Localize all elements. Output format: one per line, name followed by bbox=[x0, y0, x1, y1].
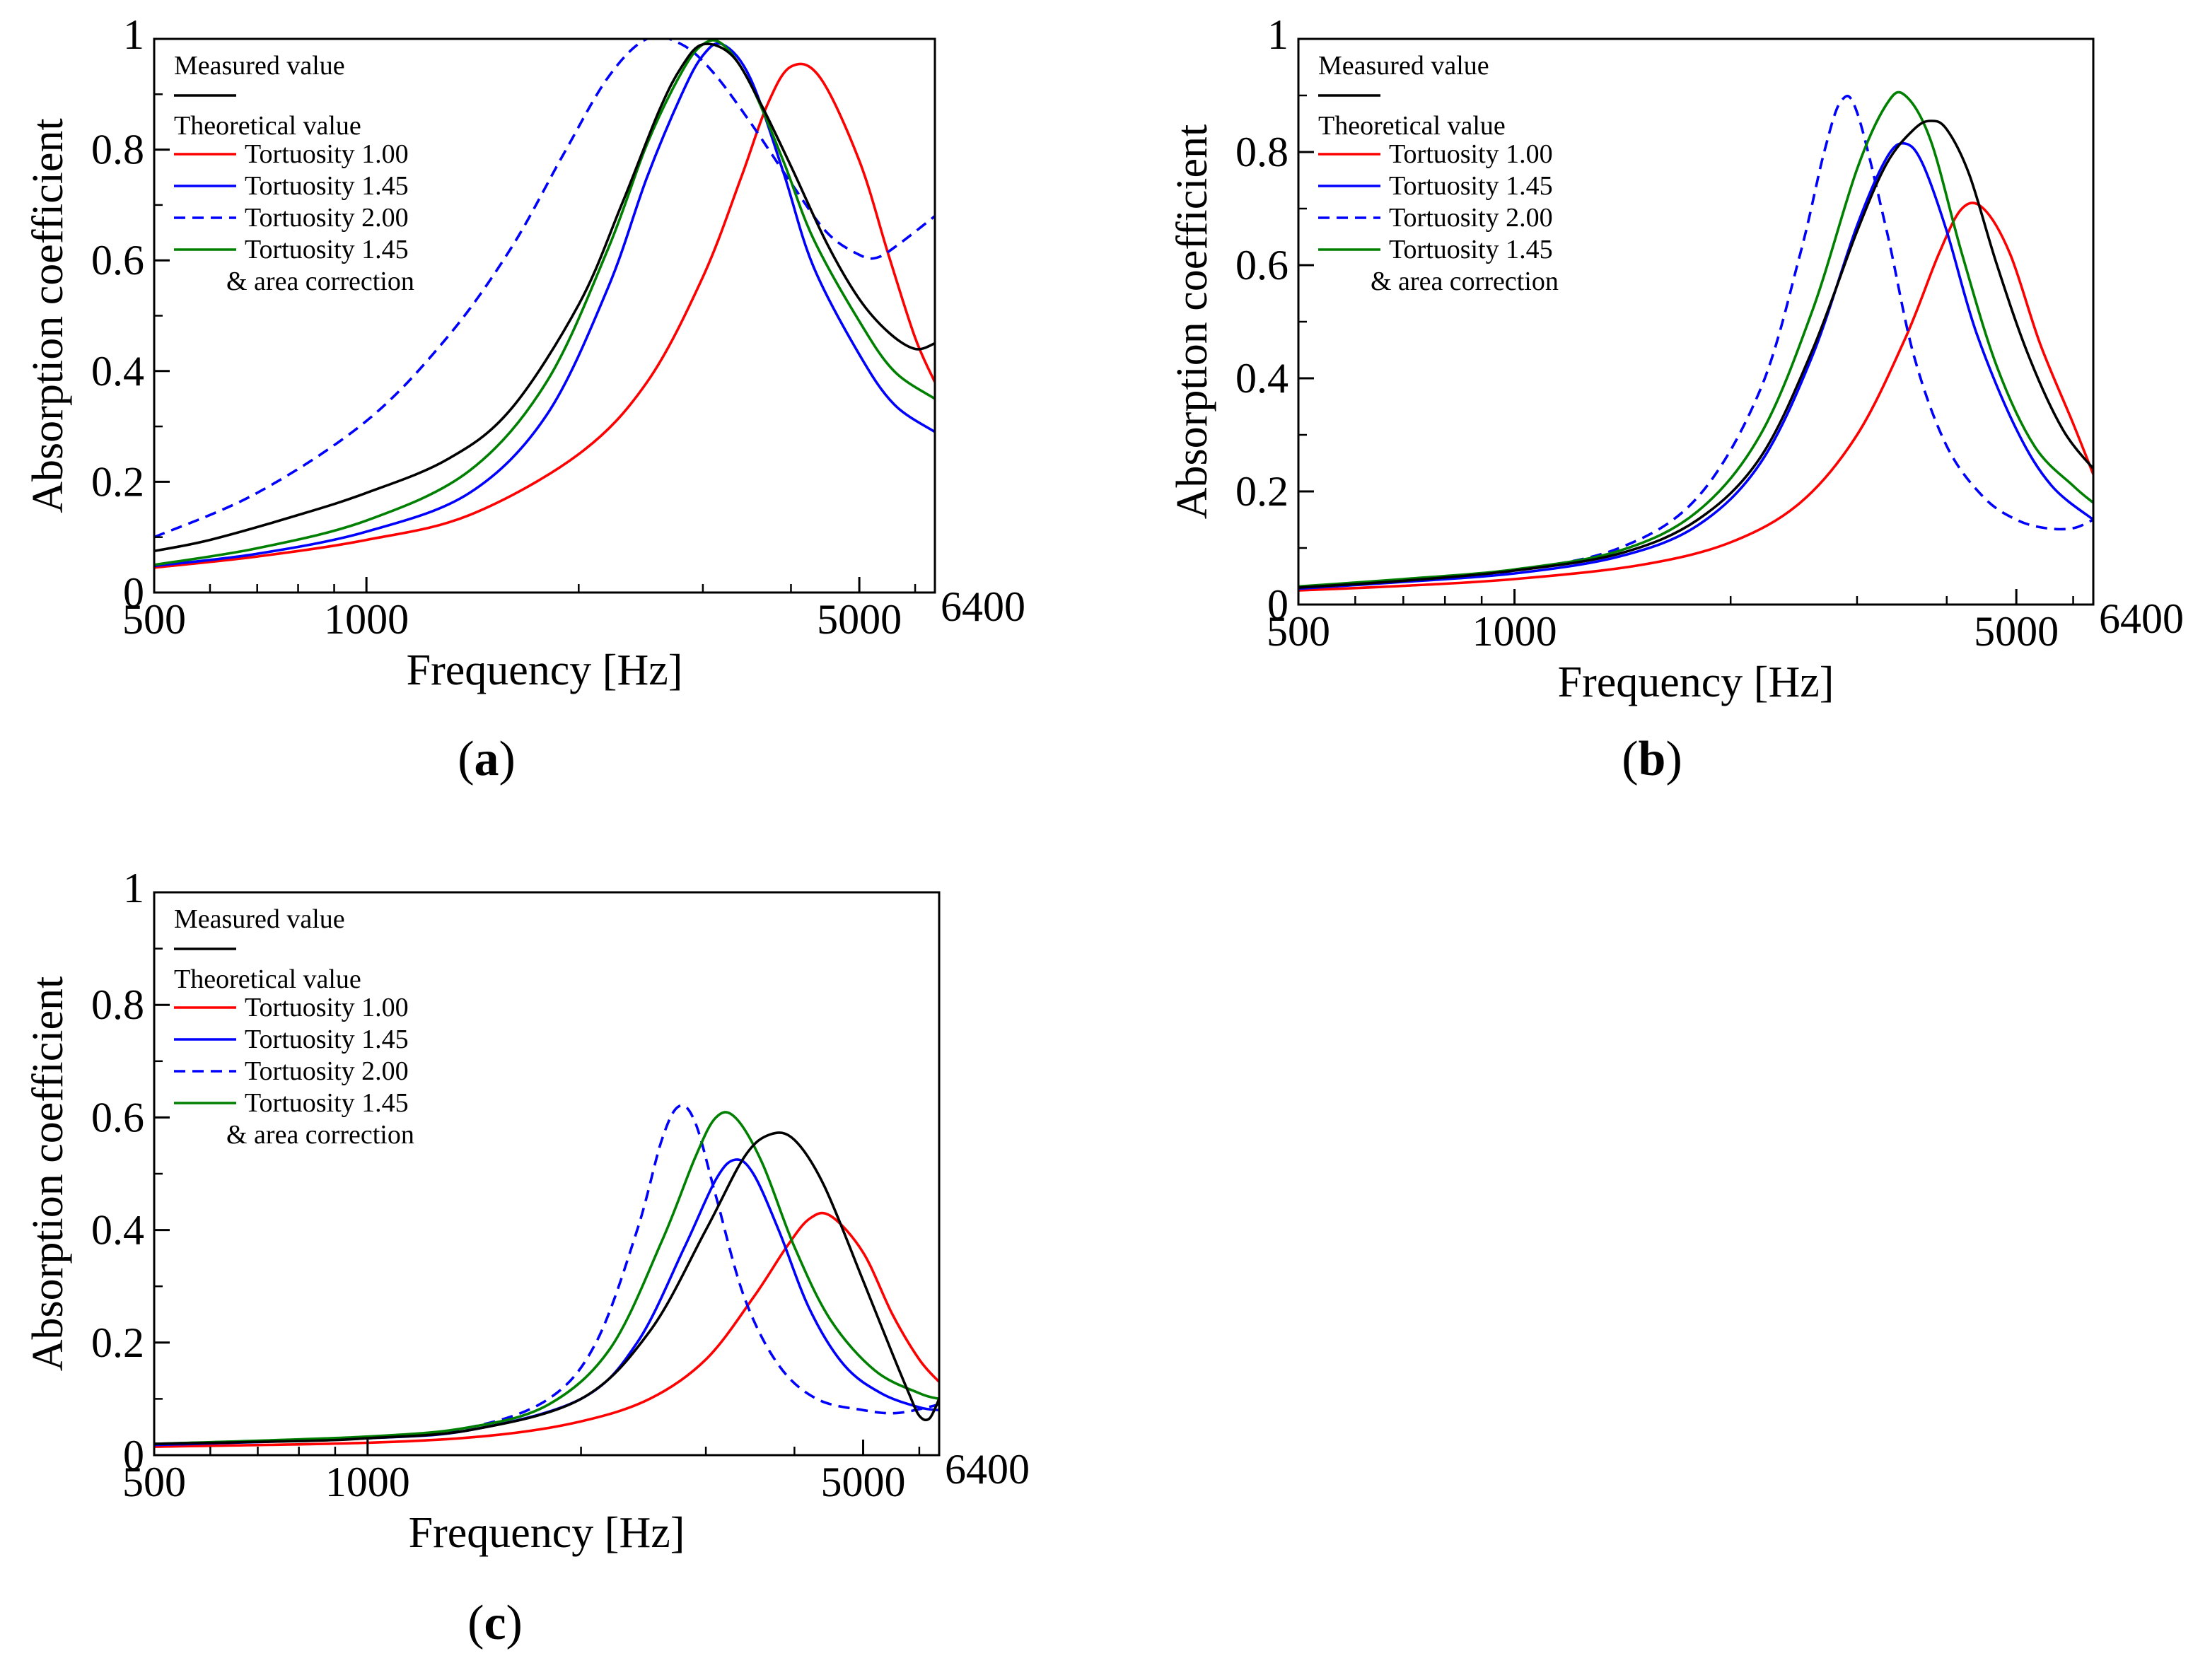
legend-measured-heading: Measured value bbox=[1318, 51, 1489, 81]
x-tick-label: 500 bbox=[122, 596, 186, 643]
legend-theoretical-heading: Theoretical value bbox=[174, 964, 361, 994]
legend-label: Tortuosity 1.00 bbox=[245, 993, 409, 1022]
series-line-tortuosity-2-00 bbox=[154, 1104, 939, 1445]
x-tick-label: 5000 bbox=[817, 596, 902, 643]
panel-caption: (b) bbox=[1622, 732, 1682, 786]
legend-label: Tortuosity 1.45 bbox=[1389, 171, 1553, 201]
x-tick-label: 5000 bbox=[821, 1459, 906, 1505]
legend-label: Tortuosity 1.00 bbox=[1389, 139, 1553, 169]
legend-note: & area correction bbox=[226, 1120, 414, 1150]
chart-panel-c: 0 0.2 0.4 0.6 0.8 1 500 1000 5000 6400 Frequency [… bbox=[24, 865, 1030, 1650]
y-tick-label: 0.2 bbox=[91, 1319, 144, 1366]
y-tick-label: 0.4 bbox=[91, 1207, 144, 1254]
series-line-measured-value bbox=[154, 1131, 939, 1445]
legend-theoretical-heading: Theoretical value bbox=[1318, 111, 1506, 141]
y-tick-label: 1 bbox=[123, 11, 144, 58]
x-tick-label: 500 bbox=[122, 1459, 186, 1505]
x-tick-label: 6400 bbox=[941, 583, 1025, 630]
y-tick-label: 0.8 bbox=[1235, 129, 1289, 175]
panel-caption-letter: b bbox=[1639, 732, 1666, 786]
x-axis-title: Frequency [Hz] bbox=[407, 646, 683, 694]
series-line-tortuosity-2-00 bbox=[1298, 95, 2093, 589]
legend-label: Tortuosity 1.45 bbox=[245, 235, 409, 264]
y-tick-label: 0.2 bbox=[1235, 468, 1289, 515]
y-tick-label: 1 bbox=[1267, 11, 1289, 58]
series-group bbox=[1298, 91, 2093, 592]
y-axis-title: Absorption coefficient bbox=[24, 118, 72, 513]
y-axis-title: Absorption coefficient bbox=[24, 976, 72, 1371]
x-tick-label: 1000 bbox=[1472, 608, 1557, 655]
x-tick-label: 6400 bbox=[2099, 595, 2184, 642]
y-tick-label: 0 bbox=[123, 1432, 144, 1478]
x-tick-label: 5000 bbox=[1974, 608, 2059, 655]
series-line-tortuosity-1-45 bbox=[1298, 141, 2093, 590]
x-axis-title: Frequency [Hz] bbox=[409, 1509, 685, 1557]
x-axis-title: Frequency [Hz] bbox=[1558, 658, 1834, 706]
chart-panel-b: 0 0.2 0.4 0.6 0.8 1 500 1000 5000 6400 Frequency [… bbox=[1168, 11, 2184, 786]
y-tick-label: 0.8 bbox=[91, 981, 144, 1028]
series-group bbox=[154, 1104, 939, 1448]
y-tick-label: 0 bbox=[1267, 581, 1289, 628]
legend-label: Tortuosity 2.00 bbox=[1389, 203, 1553, 233]
y-tick-label: 0.2 bbox=[91, 458, 144, 505]
legend-measured-heading: Measured value bbox=[174, 904, 345, 934]
x-tick-label: 6400 bbox=[945, 1446, 1030, 1493]
series-line-tortuosity-1-00 bbox=[1298, 202, 2093, 592]
legend-measured-heading: Measured value bbox=[174, 51, 345, 81]
legend-note: & area correction bbox=[1371, 267, 1559, 296]
legend-label: Tortuosity 2.00 bbox=[245, 203, 409, 233]
series-line-tortuosity-1-00 bbox=[154, 1211, 939, 1448]
legend-label: Tortuosity 1.45 bbox=[245, 1088, 409, 1118]
y-tick-label: 0.6 bbox=[91, 237, 144, 284]
y-tick-label: 0.6 bbox=[91, 1094, 144, 1141]
panel-caption-letter: a bbox=[475, 732, 499, 786]
panel-caption-letter: c bbox=[484, 1596, 506, 1650]
y-axis-title: Absorption coefficient bbox=[1168, 124, 1216, 519]
x-tick-label: 1000 bbox=[325, 1459, 410, 1505]
y-tick-label: 0 bbox=[123, 569, 144, 616]
series-line-tortuosity-1-00 bbox=[154, 62, 935, 569]
y-tick-label: 0.4 bbox=[1235, 355, 1289, 402]
legend-label: Tortuosity 1.45 bbox=[1389, 235, 1553, 264]
chart-panel-a: 0 0.2 0.4 0.6 0.8 1 500 1000 5000 6400 Frequency [… bbox=[24, 11, 1025, 786]
panel-caption: (a) bbox=[458, 732, 516, 786]
x-tick-label: 500 bbox=[1267, 608, 1330, 655]
legend-theoretical-heading: Theoretical value bbox=[174, 111, 361, 141]
x-tick-label: 1000 bbox=[324, 596, 409, 643]
legend-label: Tortuosity 1.45 bbox=[245, 171, 409, 201]
series-line-tortuosity-1-45-area-correction bbox=[1298, 91, 2093, 588]
series-line-measured-value bbox=[1298, 119, 2093, 589]
series-line-measured-value bbox=[154, 42, 935, 553]
legend-label: Tortuosity 1.45 bbox=[245, 1025, 409, 1054]
y-tick-label: 0.8 bbox=[91, 127, 144, 173]
legend-note: & area correction bbox=[226, 267, 414, 296]
series-line-tortuosity-1-45 bbox=[154, 42, 935, 568]
legend-label: Tortuosity 1.00 bbox=[245, 139, 409, 169]
legend-label: Tortuosity 2.00 bbox=[245, 1056, 409, 1086]
series-line-tortuosity-1-45-area-correction bbox=[154, 39, 935, 566]
y-tick-label: 1 bbox=[123, 865, 144, 911]
y-tick-label: 0.4 bbox=[91, 348, 144, 395]
y-tick-label: 0.6 bbox=[1235, 242, 1289, 288]
series-group bbox=[154, 39, 935, 569]
series-line-tortuosity-1-45-area-correction bbox=[154, 1111, 939, 1445]
panel-caption: (c) bbox=[467, 1596, 523, 1650]
